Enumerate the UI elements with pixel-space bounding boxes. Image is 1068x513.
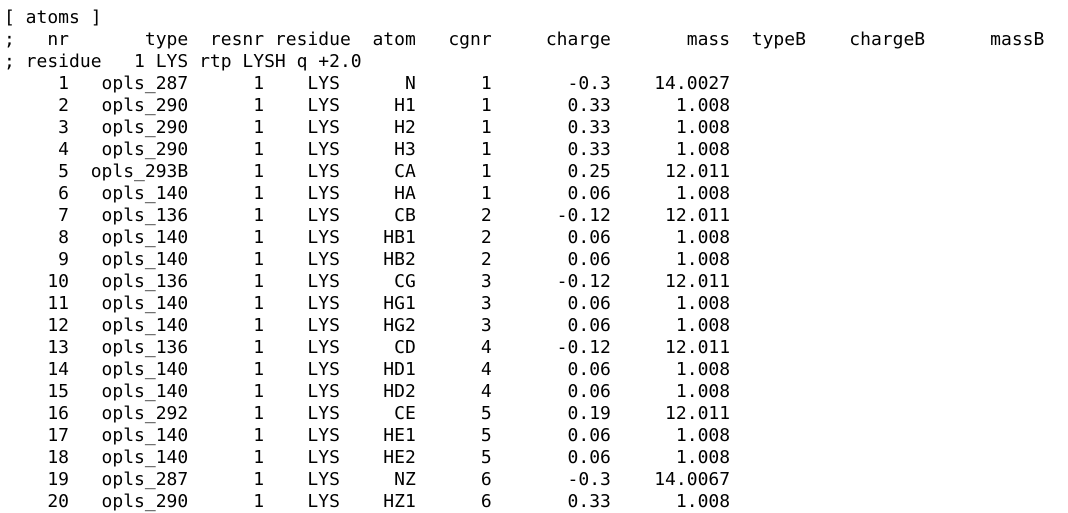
atom-row: 4 opls_290 1 LYS H3 1 0.33 1.008 — [4, 139, 731, 160]
residue-comment: ; residue 1 LYS rtp LYSH q +2.0 — [4, 51, 362, 72]
atom-row: 15 opls_140 1 LYS HD2 4 0.06 1.008 — [4, 381, 731, 402]
atom-row: 1 opls_287 1 LYS N 1 -0.3 14.0027 — [4, 73, 731, 94]
atom-row: 7 opls_136 1 LYS CB 2 -0.12 12.011 — [4, 205, 731, 226]
atom-row: 10 opls_136 1 LYS CG 3 -0.12 12.011 — [4, 271, 731, 292]
column-header-comment: ; nr type resnr residue atom cgnr charge… — [4, 29, 1045, 50]
atom-row: 13 opls_136 1 LYS CD 4 -0.12 12.011 — [4, 337, 731, 358]
atom-row: 8 opls_140 1 LYS HB1 2 0.06 1.008 — [4, 227, 731, 248]
atom-row: 5 opls_293B 1 LYS CA 1 0.25 12.011 — [4, 161, 731, 182]
atom-row: 18 opls_140 1 LYS HE2 5 0.06 1.008 — [4, 447, 731, 468]
atom-row: 11 opls_140 1 LYS HG1 3 0.06 1.008 — [4, 293, 731, 314]
atom-row: 3 opls_290 1 LYS H2 1 0.33 1.008 — [4, 117, 731, 138]
atom-row: 19 opls_287 1 LYS NZ 6 -0.3 14.0067 — [4, 469, 731, 490]
topology-text: [ atoms ]; nr type resnr residue atom cg… — [4, 7, 1044, 513]
atom-row: 16 opls_292 1 LYS CE 5 0.19 12.011 — [4, 403, 731, 424]
atom-row: 2 opls_290 1 LYS H1 1 0.33 1.008 — [4, 95, 731, 116]
atom-row: 12 opls_140 1 LYS HG2 3 0.06 1.008 — [4, 315, 731, 336]
atom-row: 6 opls_140 1 LYS HA 1 0.06 1.008 — [4, 183, 731, 204]
atom-row: 20 opls_290 1 LYS HZ1 6 0.33 1.008 — [4, 491, 731, 512]
section-header: [ atoms ] — [4, 7, 102, 28]
atom-row: 9 opls_140 1 LYS HB2 2 0.06 1.008 — [4, 249, 731, 270]
atom-row: 17 opls_140 1 LYS HE1 5 0.06 1.008 — [4, 425, 731, 446]
atom-row: 14 opls_140 1 LYS HD1 4 0.06 1.008 — [4, 359, 731, 380]
